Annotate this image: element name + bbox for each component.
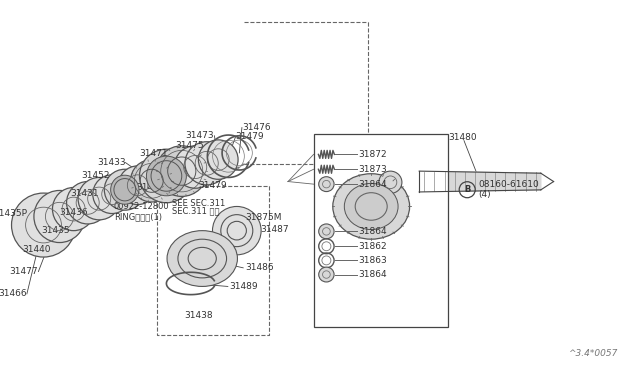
Ellipse shape (227, 221, 246, 240)
Ellipse shape (188, 247, 216, 270)
Text: 31475: 31475 (175, 141, 204, 150)
Text: 31487: 31487 (260, 225, 289, 234)
Ellipse shape (344, 183, 398, 230)
Text: 31436: 31436 (60, 208, 88, 217)
Text: SEE SEC.311: SEE SEC.311 (172, 199, 225, 208)
Text: 31440: 31440 (22, 246, 51, 254)
Text: 31864: 31864 (358, 270, 387, 279)
Ellipse shape (131, 160, 173, 202)
Ellipse shape (174, 146, 216, 188)
Text: 31875M: 31875M (246, 213, 282, 222)
Ellipse shape (156, 146, 207, 196)
Ellipse shape (140, 149, 193, 203)
Ellipse shape (52, 187, 95, 231)
Ellipse shape (212, 206, 261, 255)
Text: 31428: 31428 (136, 183, 165, 192)
Text: 31860: 31860 (406, 226, 435, 235)
Text: 31489: 31489 (229, 282, 258, 291)
Ellipse shape (34, 190, 85, 243)
Text: 31431: 31431 (70, 189, 99, 198)
Text: B: B (464, 185, 470, 194)
Ellipse shape (178, 239, 227, 278)
Text: 31435P: 31435P (0, 209, 27, 218)
Ellipse shape (118, 166, 157, 205)
Ellipse shape (319, 267, 334, 282)
Text: 08160-61610
(4): 08160-61610 (4) (479, 180, 540, 199)
Ellipse shape (185, 142, 228, 185)
Text: 31862: 31862 (358, 242, 387, 251)
Text: 31438: 31438 (184, 311, 212, 320)
Text: 31873: 31873 (358, 165, 387, 174)
Text: 31480: 31480 (448, 133, 477, 142)
Text: 31864: 31864 (358, 180, 387, 189)
Ellipse shape (333, 174, 410, 239)
Text: 31466: 31466 (0, 289, 27, 298)
Text: 00922-12800
RINGリング(1): 00922-12800 RINGリング(1) (114, 202, 170, 221)
Text: 31473: 31473 (186, 131, 214, 140)
Ellipse shape (319, 224, 334, 239)
Text: 31476: 31476 (242, 123, 271, 132)
Ellipse shape (198, 140, 238, 179)
Ellipse shape (319, 177, 334, 192)
Text: 31452: 31452 (81, 171, 110, 180)
Text: 31864: 31864 (358, 227, 387, 236)
Ellipse shape (104, 169, 145, 210)
Ellipse shape (67, 182, 109, 224)
Ellipse shape (78, 177, 120, 220)
Ellipse shape (221, 215, 253, 247)
Polygon shape (419, 171, 541, 192)
Ellipse shape (147, 156, 186, 196)
Text: 31863: 31863 (358, 256, 387, 265)
Text: 31479: 31479 (198, 181, 227, 190)
Ellipse shape (12, 193, 76, 257)
Text: 31872: 31872 (358, 150, 387, 159)
Ellipse shape (167, 231, 237, 286)
Ellipse shape (93, 175, 131, 214)
Text: 31435: 31435 (42, 226, 70, 235)
Text: 31433: 31433 (97, 158, 125, 167)
Ellipse shape (111, 175, 139, 204)
Text: 31471: 31471 (140, 149, 168, 158)
Text: 31486: 31486 (245, 263, 274, 272)
Bar (314, 134, 448, 327)
Text: ^3.4*0057: ^3.4*0057 (568, 349, 618, 358)
Text: SEC.311 参照: SEC.311 参照 (172, 207, 219, 216)
Text: 31479: 31479 (236, 132, 264, 141)
Ellipse shape (379, 171, 402, 193)
Text: 31477: 31477 (10, 267, 38, 276)
